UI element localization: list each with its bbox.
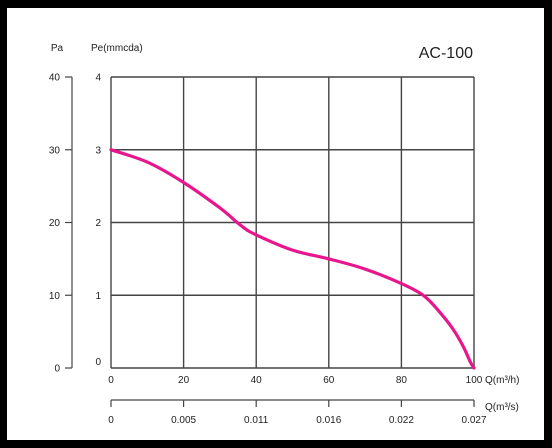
x-primary-tick-label: 0 bbox=[108, 375, 114, 386]
x-primary-tick-label: 20 bbox=[178, 375, 190, 386]
y-inner-tick-label: 0 bbox=[95, 357, 101, 368]
fan-curve-chart: AC-100 Pa Pe(mmcda) Q(m³/h) Q(m³/s) 0102… bbox=[49, 43, 520, 427]
x-secondary-tick-label: 0.011 bbox=[244, 415, 269, 426]
x-primary-axis-label: Q(m³/h) bbox=[485, 375, 519, 386]
y-outer-tick-label: 0 bbox=[54, 364, 60, 375]
y-inner-tick-label: 4 bbox=[95, 73, 101, 84]
chart-panel: AC-100 Pa Pe(mmcda) Q(m³/h) Q(m³/s) 0 10 2… bbox=[7, 8, 544, 440]
x-secondary-tick-label: 0.005 bbox=[171, 415, 196, 426]
x-primary-tick-label: 60 bbox=[323, 375, 335, 386]
y-outer-tick-label: 30 bbox=[49, 145, 61, 156]
chart-title: AC-100 bbox=[419, 45, 473, 62]
y-inner-tick-label: 1 bbox=[95, 291, 101, 302]
y-outer-tick-label: 40 bbox=[49, 73, 61, 84]
x-primary-tick-label: 100 bbox=[466, 375, 483, 386]
y-inner-axis-label: Pe(mmcda) bbox=[91, 43, 143, 54]
x-secondary-tick-label: 0.027 bbox=[461, 415, 486, 426]
y-outer-tick-label: 20 bbox=[49, 218, 61, 229]
y-outer-axis-label: Pa bbox=[51, 43, 64, 54]
fan-curve-line bbox=[109, 148, 476, 370]
x-secondary-axis-label: Q(m³/s) bbox=[485, 402, 519, 413]
x-primary-tick-label: 80 bbox=[396, 375, 408, 386]
x-secondary-tick-label: 0.016 bbox=[316, 415, 341, 426]
x-secondary-tick-label: 0.022 bbox=[389, 415, 414, 426]
x-primary-tick-label: 40 bbox=[251, 375, 263, 386]
y-outer-tick-label: 10 bbox=[49, 291, 61, 302]
x-secondary-tick-label: 0 bbox=[108, 415, 114, 426]
y-inner-tick-label: 3 bbox=[95, 145, 101, 156]
y-inner-tick-label: 2 bbox=[95, 218, 101, 229]
